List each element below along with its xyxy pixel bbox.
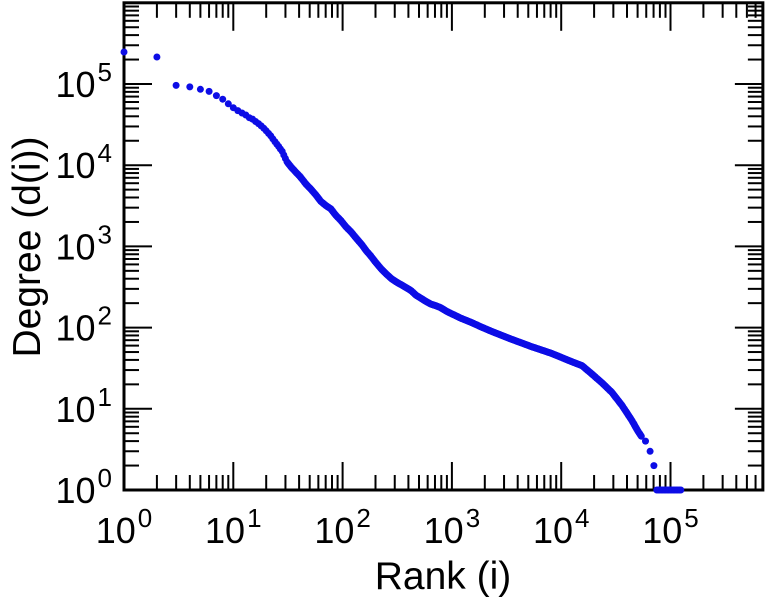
x-tick-label: 100 [96, 503, 153, 551]
y-tick-label: 105 [55, 57, 112, 105]
data-point [637, 432, 645, 440]
x-tick-label: 103 [424, 503, 481, 551]
data-point [172, 81, 180, 89]
data-point [650, 462, 658, 470]
data-point [120, 48, 128, 56]
x-tick-label: 104 [533, 503, 590, 551]
data-point [224, 100, 232, 108]
y-tick-label: 101 [55, 382, 112, 430]
x-tick-label: 105 [642, 503, 699, 551]
plot-frame [122, 1, 765, 492]
y-tick-label: 104 [55, 138, 112, 186]
data-point [196, 85, 204, 93]
data-point [153, 53, 161, 61]
data-point [646, 447, 654, 455]
data-point [212, 92, 220, 100]
x-tick-label: 102 [314, 503, 371, 551]
y-tick-label: 103 [55, 219, 112, 267]
axis-ticks [123, 2, 763, 491]
x-axis-title: Rank (i) [375, 555, 512, 598]
y-tick-label: 100 [55, 463, 112, 511]
data-point [186, 83, 194, 91]
data-point [642, 437, 649, 445]
y-axis-title: Degree (d(i)) [6, 136, 49, 357]
data-point [219, 95, 227, 103]
x-tick-label: 101 [205, 503, 262, 551]
data-points [120, 48, 685, 494]
data-point [677, 486, 685, 494]
axis-tick-labels: 100 101 102 103 104 105 100 101 102 103 104 105 [55, 57, 698, 551]
y-tick-label: 102 [55, 301, 112, 349]
data-point [205, 87, 213, 95]
